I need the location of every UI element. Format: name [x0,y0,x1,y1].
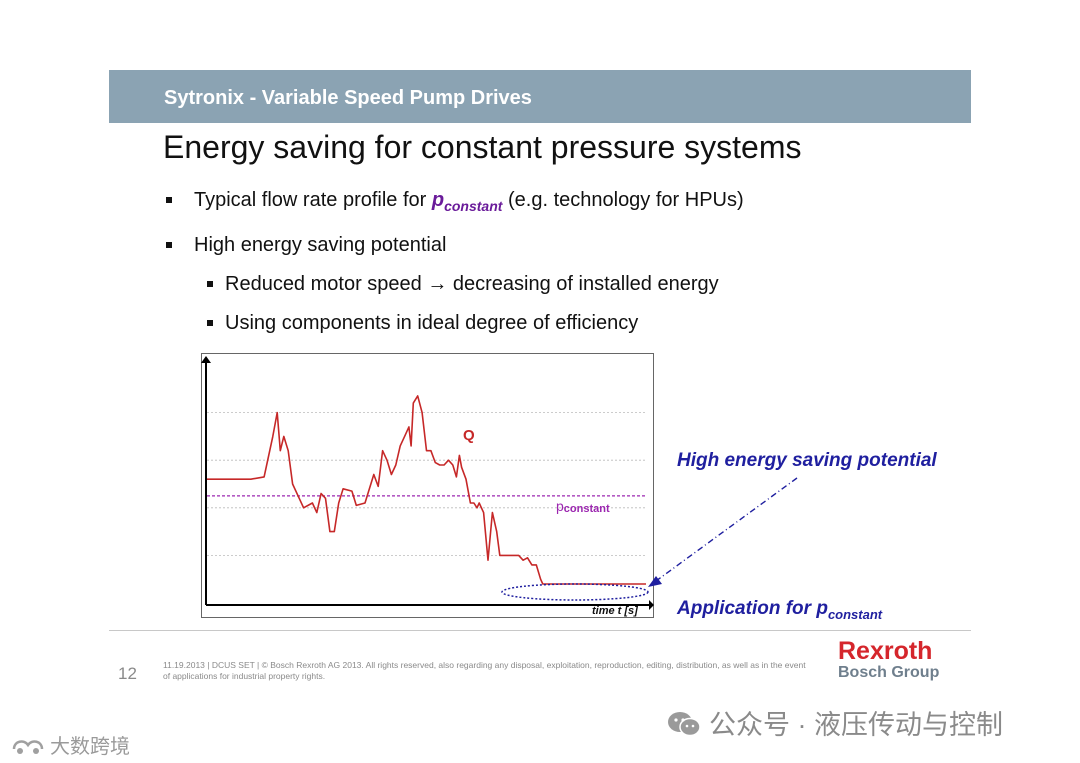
footer-legal: 11.19.2013 | DCUS SET | © Bosch Rexroth … [163,660,806,681]
p-symbol: p [431,189,445,211]
wechat-icon [668,712,701,737]
subbullet-motor-speed: Reduced motor speed → decreasing of inst… [207,273,719,296]
callout-application: Application for pconstant [677,598,882,622]
watermark-left-text: 大数跨境 [50,736,130,758]
series-q-label: Q [463,427,475,444]
callout-application-p: p [816,598,828,619]
callout-high-energy: High energy saving potential [677,450,937,471]
x-axis-label: time t [s] [592,605,638,617]
pconstant-p: p [556,498,564,514]
bullet-energy-saving: High energy saving potential [166,234,447,257]
flow-rate-chart: Q pconstant time t [s] [201,353,654,618]
pconstant-label: pconstant [431,189,503,214]
application-ellipse [501,583,649,601]
callout-arrowhead [648,576,662,587]
watermark-logo-icon [12,740,44,754]
footer-divider [109,630,971,631]
callout-arrow-line [655,477,798,582]
y-axis-arrow [201,356,211,363]
callout-application-text: Application for [677,598,817,619]
bullet-text-suffix: (e.g. technology for HPUs) [502,189,744,211]
subbullet-marker [207,281,213,287]
chart-frame [201,353,654,618]
bullet-text-prefix: Typical flow rate profile for [194,189,432,211]
header-title: Sytronix - Variable Speed Pump Drives [164,87,532,109]
callout-application-sub: constant [827,606,883,622]
series-q-line [207,395,646,585]
header-bar: Sytronix - Variable Speed Pump Drives [109,70,971,123]
bullet-flow-profile: Typical flow rate profile for pconstant … [166,189,744,214]
watermark-left: 大数跨境 [10,730,130,759]
chart-gridlines [207,412,646,556]
p-subscript: constant [444,198,503,214]
bosch-group-logo: Bosch Group [838,664,940,681]
rexroth-logo: Rexroth [838,637,933,665]
subbullet-marker [207,320,213,326]
x-axis-arrow [649,600,654,610]
pconstant-sub: constant [564,503,610,515]
series-pconstant-label: pconstant [556,498,610,515]
watermark-wechat-text: 公众号 · 液压传动与控制 [709,710,1003,740]
watermark-wechat: 公众号 · 液压传动与控制 [667,703,1003,742]
bullet-marker [166,242,172,248]
subbullet-text: Reduced motor speed → decreasing of inst… [225,273,719,295]
subbullet-components: Using components in ideal degree of effi… [207,312,639,335]
subbullet-text: Using components in ideal degree of effi… [225,312,639,334]
callout-arrow [648,477,798,587]
page-number: 12 [118,664,137,683]
slide-title: Energy saving for constant pressure syst… [163,129,802,165]
bullet-text: High energy saving potential [194,234,447,256]
bullet-marker [166,197,172,203]
